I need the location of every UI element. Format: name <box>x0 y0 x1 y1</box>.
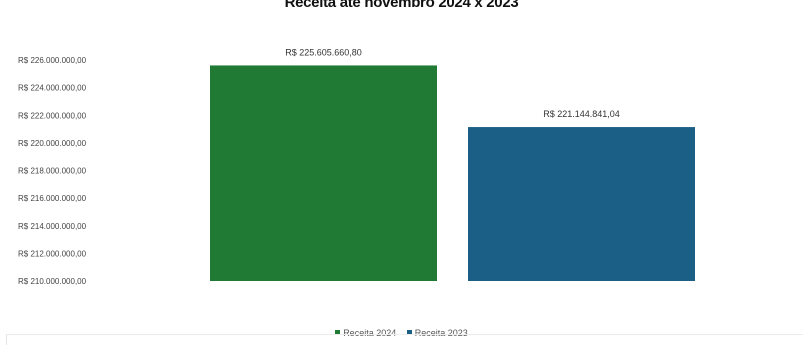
y-tick-label: R$ 224.000.000,00 <box>18 84 87 93</box>
data-label: R$ 221.144.841,04 <box>543 109 620 119</box>
y-tick-label: R$ 212.000.000,00 <box>18 249 87 258</box>
chart-title: Receita até novembro 2024 x 2023 <box>284 0 519 11</box>
legend-item-receita-2024: Receita 2024 <box>335 328 396 338</box>
bar-receita-2024 <box>210 65 437 281</box>
y-tick-label: R$ 218.000.000,00 <box>18 167 87 176</box>
y-tick-label: R$ 226.000.000,00 <box>18 56 87 65</box>
legend-swatch-receita-2024 <box>335 330 341 335</box>
y-tick-label: R$ 220.000.000,00 <box>18 139 87 148</box>
legend-swatch-receita-2023 <box>406 330 412 335</box>
bar-receita-2023 <box>468 127 695 281</box>
y-tick-label: R$ 210.000.000,00 <box>18 277 87 286</box>
y-tick-label: R$ 216.000.000,00 <box>18 194 87 203</box>
legend-label-receita-2024: Receita 2024 <box>343 327 397 338</box>
legend-item-receita-2023: Receita 2023 <box>406 327 468 338</box>
data-label: R$ 225.605.660,80 <box>285 47 362 57</box>
y-tick-label: R$ 222.000.000,00 <box>18 111 87 120</box>
y-tick-label: R$ 214.000.000,00 <box>18 222 87 231</box>
legend-label-receita-2023: Receita 2023 <box>414 327 468 338</box>
chart-legend: Receita 2024 Receita 2023 <box>0 327 803 338</box>
